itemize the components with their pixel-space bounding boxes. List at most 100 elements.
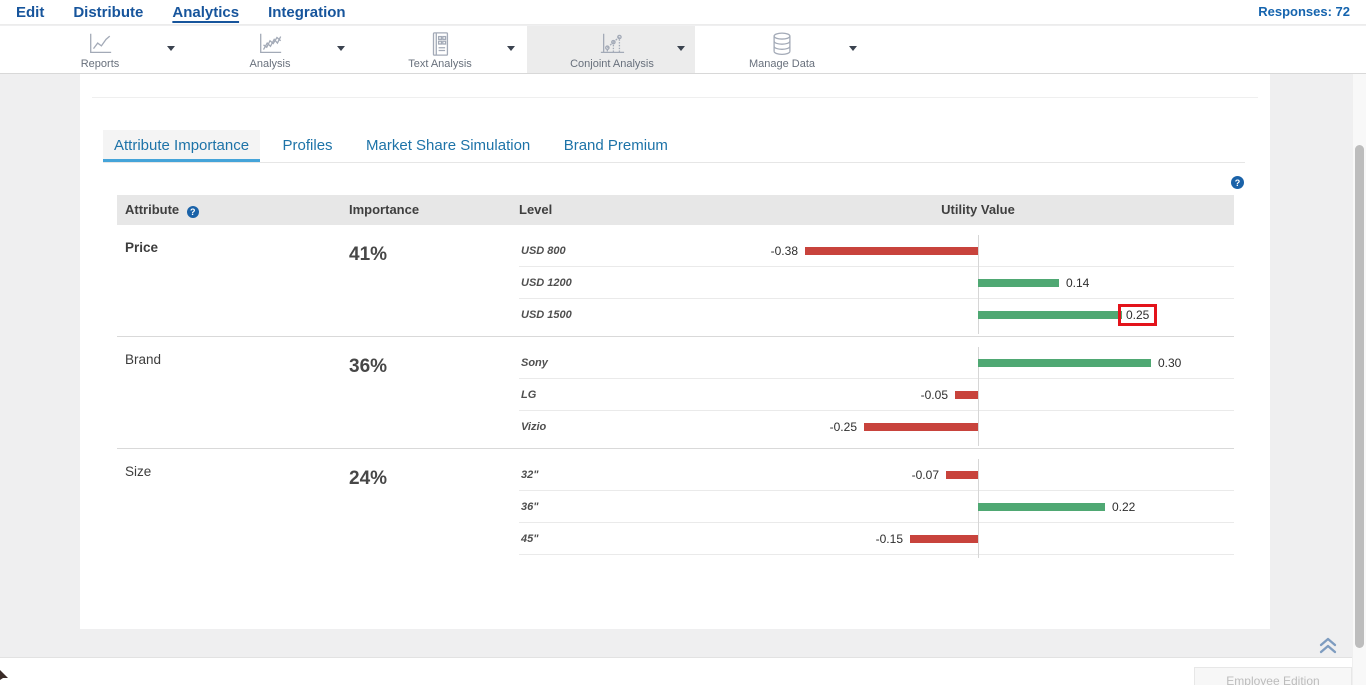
level-label: USD 1500: [521, 309, 572, 321]
toolbar-item-label: Reports: [80, 58, 120, 70]
level-row: 45" -0.15: [519, 523, 1234, 555]
scroll-to-top-button[interactable]: [1318, 636, 1338, 660]
level-label: USD 800: [521, 244, 566, 257]
double-chevron-up-icon: [1319, 637, 1337, 654]
tab-brand-premium[interactable]: Brand Premium: [563, 137, 668, 154]
attribute-group-row: Brand 36% Sony 0.30 LG -0.05 Vizio -0.25: [117, 337, 1234, 449]
chevron-down-icon[interactable]: [337, 46, 345, 51]
utility-cell: -0.15: [740, 523, 1234, 554]
utility-value-label: -0.15: [875, 531, 903, 546]
attribute-importance-table: Attribute ? Importance Level Utility Val…: [117, 195, 1234, 560]
zero-axis-line: [978, 347, 979, 446]
level-label: USD 1200: [521, 276, 572, 289]
conjoint-chart-icon: [597, 31, 627, 62]
attribute-group-row: Size 24% 32" -0.07 36" 0.22 45" -0.15: [117, 449, 1234, 560]
utility-value-label: -0.38: [770, 243, 798, 258]
toolbar-item-manage-data[interactable]: Manage Data: [697, 26, 867, 73]
level-label: 45": [521, 532, 539, 545]
level-label: Sony: [521, 356, 548, 369]
conjoint-tabs: Attribute Importance Profiles Market Sha…: [103, 130, 1245, 163]
levels-block: Sony 0.30 LG -0.05 Vizio -0.25: [519, 347, 1234, 446]
chevron-down-icon[interactable]: [849, 46, 857, 51]
levels-block: USD 800 -0.38 USD 1200 0.14 USD 1500 0.2…: [519, 235, 1234, 334]
level-row: USD 800 -0.38: [519, 235, 1234, 267]
level-label: LG: [521, 388, 537, 401]
toolbar-item-label: Analysis: [249, 58, 291, 70]
footer-bar: Employee Edition: [0, 657, 1352, 685]
utility-bar: [805, 247, 978, 255]
database-icon: [767, 31, 797, 62]
utility-cell: 0.30: [740, 347, 1234, 378]
level-row: 36" 0.22: [519, 491, 1234, 523]
level-row: Sony 0.30: [519, 347, 1234, 379]
chevron-down-icon[interactable]: [167, 46, 175, 51]
attribute-name: Size: [125, 464, 152, 479]
level-row: LG -0.05: [519, 379, 1234, 411]
mouse-cursor: [0, 667, 10, 685]
utility-cell: 0.14: [740, 267, 1234, 298]
level-label: 36": [521, 500, 539, 513]
edition-badge: Employee Edition: [1194, 667, 1352, 685]
nav-item-edit[interactable]: Edit: [16, 3, 45, 21]
text-report-icon: [425, 31, 455, 62]
toolbar-item-label: Conjoint Analysis: [570, 58, 654, 70]
attribute-group-row: Price 41% USD 800 -0.38 USD 1200 0.14 US…: [117, 225, 1234, 337]
level-label: 32": [521, 468, 539, 481]
help-icon[interactable]: ?: [1231, 176, 1244, 189]
nav-item-analytics[interactable]: Analytics: [172, 3, 240, 21]
header-level: Level: [519, 202, 553, 217]
header-utility-value: Utility Value: [941, 202, 1015, 217]
scrollbar-thumb[interactable]: [1355, 145, 1364, 648]
utility-cell: -0.25: [740, 411, 1234, 443]
utility-cell: -0.05: [740, 379, 1234, 410]
level-row: USD 1500 0.25: [519, 299, 1234, 331]
toolbar-item-analysis[interactable]: Analysis: [185, 26, 355, 73]
utility-value-label: 0.25: [1118, 304, 1158, 326]
level-label: Vizio: [521, 421, 547, 433]
scrollbar-track[interactable]: [1352, 74, 1366, 685]
level-row: USD 1200 0.14: [519, 267, 1234, 299]
utility-bar: [978, 359, 1151, 367]
utility-cell: -0.07: [740, 459, 1234, 490]
attribute-help-icon[interactable]: ?: [186, 206, 199, 218]
utility-bar: [978, 503, 1105, 511]
utility-cell: 0.22: [740, 491, 1234, 522]
chevron-down-icon[interactable]: [677, 46, 685, 51]
utility-value-label: 0.22: [1112, 499, 1136, 514]
tab-profiles[interactable]: Profiles: [282, 137, 333, 154]
table-groups: Price 41% USD 800 -0.38 USD 1200 0.14 US…: [117, 225, 1234, 560]
utility-bar: [946, 471, 978, 479]
table-header-row: Attribute ? Importance Level Utility Val…: [117, 195, 1234, 225]
utility-bar: [864, 423, 978, 431]
header-importance: Importance: [349, 202, 420, 217]
utility-bar: [955, 391, 978, 399]
utility-bar: [978, 311, 1122, 319]
utility-cell: 0.25: [740, 299, 1234, 331]
utility-value-label: -0.25: [829, 420, 857, 434]
tab-market-share-simulation[interactable]: Market Share Simulation: [366, 137, 531, 154]
toolbar-item-reports[interactable]: Reports: [15, 26, 185, 73]
multi-line-chart-icon: [255, 31, 285, 62]
tab-attribute-importance[interactable]: Attribute Importance: [103, 130, 261, 162]
toolbar-item-conjoint-analysis[interactable]: Conjoint Analysis: [527, 26, 695, 73]
nav-item-integration[interactable]: Integration: [268, 3, 346, 21]
utility-value-label: 0.30: [1158, 355, 1182, 370]
toolbar-item-text-analysis[interactable]: Text Analysis: [355, 26, 525, 73]
conjoint-analysis-panel: Attribute Importance Profiles Market Sha…: [80, 74, 1270, 629]
divider: [92, 97, 1258, 98]
utility-cell: -0.38: [740, 235, 1234, 266]
importance-value: 41%: [349, 244, 388, 265]
utility-value-label: 0.14: [1066, 275, 1090, 290]
utility-bar: [978, 279, 1059, 287]
attribute-name: Brand: [125, 352, 162, 367]
levels-block: 32" -0.07 36" 0.22 45" -0.15: [519, 459, 1234, 558]
utility-value-label: -0.05: [920, 387, 948, 402]
responses-count[interactable]: Responses: 72: [1258, 4, 1350, 19]
importance-value: 36%: [349, 356, 388, 377]
chevron-down-icon[interactable]: [507, 46, 515, 51]
nav-item-distribute[interactable]: Distribute: [73, 3, 144, 21]
toolbar-item-label: Text Analysis: [408, 58, 472, 70]
importance-value: 24%: [349, 468, 388, 489]
utility-bar: [910, 535, 978, 543]
line-chart-icon: [85, 31, 115, 62]
